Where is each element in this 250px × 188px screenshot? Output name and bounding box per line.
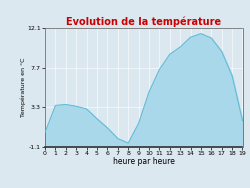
Title: Evolution de la température: Evolution de la température <box>66 17 221 27</box>
Y-axis label: Température en °C: Température en °C <box>20 58 26 117</box>
X-axis label: heure par heure: heure par heure <box>113 157 175 166</box>
